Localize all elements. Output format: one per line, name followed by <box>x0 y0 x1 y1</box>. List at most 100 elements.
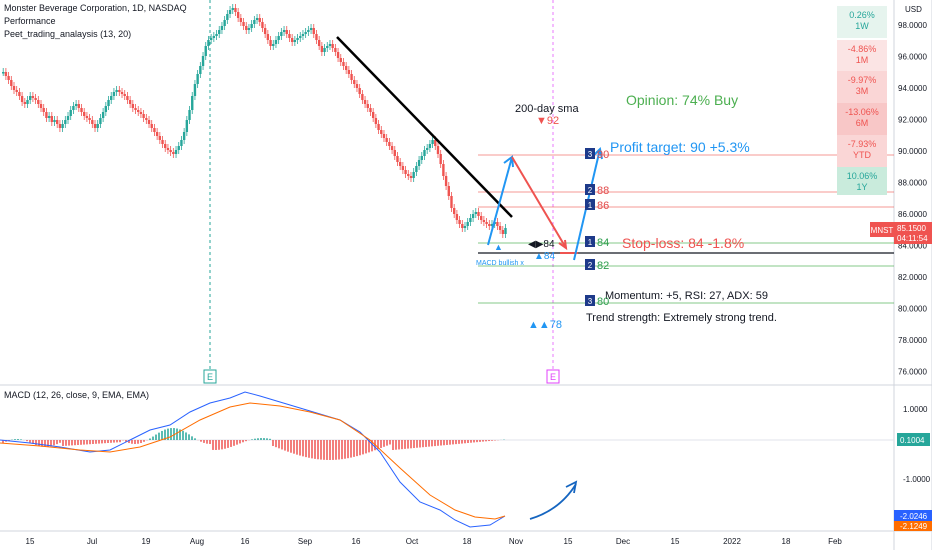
currency-label: USD <box>905 5 922 14</box>
indicator-performance[interactable]: Performance <box>4 16 56 26</box>
macd-bar <box>278 440 280 449</box>
macd-bar <box>200 440 202 442</box>
macd-bar <box>359 440 361 456</box>
candle-body <box>242 22 245 26</box>
candle-body <box>7 76 10 80</box>
macd-title[interactable]: MACD (12, 26, close, 9, EMA, EMA) <box>4 390 150 400</box>
candle-body <box>374 118 378 124</box>
macd-bar <box>215 440 217 450</box>
macd-bar <box>125 440 127 442</box>
candle-body <box>99 118 102 124</box>
candle-body <box>326 46 329 48</box>
candle-body <box>452 208 456 214</box>
candle-body <box>101 112 105 118</box>
macd-hist-value: 0.1004 <box>900 436 925 445</box>
macd-bar <box>191 436 193 440</box>
macd-bar <box>485 440 487 442</box>
macd-bar <box>290 440 292 453</box>
svg-text:2: 2 <box>588 186 593 195</box>
candle-body <box>320 46 324 52</box>
candle-body <box>455 214 459 220</box>
candle-body <box>477 212 480 216</box>
indicator-peet[interactable]: Peet_trading_analaysis (13, 20) <box>4 29 132 39</box>
macd-bar <box>311 440 313 459</box>
macd-bar <box>308 440 310 458</box>
svg-text:3: 3 <box>588 150 593 159</box>
macd-bar <box>92 440 94 444</box>
macd-bar <box>80 440 82 445</box>
candle-body <box>274 40 278 44</box>
perf-cell-ytd: -7.93% YTD <box>837 135 887 167</box>
projection-down-arrow <box>511 156 567 249</box>
candle-body <box>401 166 405 170</box>
candle-body <box>312 28 315 34</box>
candle-body <box>164 144 167 148</box>
candle-body <box>137 110 140 112</box>
macd-bar <box>2 440 4 443</box>
candle-body <box>436 146 440 154</box>
macd-bar <box>323 440 325 460</box>
candle-body <box>77 104 81 108</box>
candle-body <box>161 140 164 144</box>
macd-bar <box>218 440 220 450</box>
price-tick: 78.0000 <box>898 336 927 345</box>
level-box-90: 3 90 <box>585 148 609 161</box>
time-tick: 18 <box>782 537 791 546</box>
price-tick: 82.0000 <box>898 273 927 282</box>
candle-body <box>482 220 486 222</box>
candle-body <box>263 28 267 34</box>
macd-bar <box>368 440 370 453</box>
candle-body <box>474 212 477 214</box>
macd-bar <box>473 440 475 443</box>
candle-body <box>304 32 307 34</box>
candle-body <box>307 30 310 32</box>
candle-body <box>398 162 402 166</box>
candle-body <box>258 18 261 22</box>
price-candles <box>2 4 507 238</box>
candle-body <box>479 216 483 220</box>
macd-bar <box>443 440 445 446</box>
candle-body <box>18 92 21 96</box>
downtrend-line <box>336 36 513 218</box>
macd-bar <box>137 440 139 444</box>
time-tick: Jul <box>87 537 97 546</box>
macd-bar <box>338 440 340 460</box>
macd-bar <box>353 440 355 457</box>
level-box-86: 1 86 <box>585 199 609 212</box>
candle-body <box>282 30 286 32</box>
macd-bar <box>257 438 259 440</box>
candle-body <box>223 20 226 26</box>
macd-line <box>0 391 506 528</box>
candle-body <box>50 116 54 122</box>
candle-body <box>112 92 116 96</box>
candle-body <box>58 124 62 128</box>
candle-body <box>72 106 75 110</box>
candle-body <box>177 146 180 150</box>
candle-body <box>250 24 253 28</box>
macd-bar <box>188 434 190 440</box>
candle-body <box>34 98 37 100</box>
level-box-80: 3 80 <box>585 295 609 308</box>
macd-bar <box>437 440 439 446</box>
macd-bar <box>488 440 490 442</box>
candle-body <box>199 66 202 74</box>
svg-text:1: 1 <box>588 238 593 247</box>
svg-text:84: 84 <box>597 237 609 249</box>
stop-loss-label: Stop-loss: 84 -1.8% <box>622 235 744 251</box>
macd-bar <box>260 438 262 440</box>
current-price: 85.1500 <box>897 224 926 233</box>
macd-bar <box>302 440 304 457</box>
candle-body <box>207 40 210 46</box>
candle-body <box>490 224 494 226</box>
marker-84-label: ◀▶84 <box>528 239 555 250</box>
candle-body <box>315 34 318 40</box>
macd-bar <box>383 440 385 447</box>
candle-body <box>169 150 172 152</box>
macd-bar <box>434 440 436 447</box>
candle-body <box>174 150 178 154</box>
candle-body <box>123 94 126 96</box>
macd-bar <box>32 440 34 444</box>
macd-bar <box>284 440 286 451</box>
candle-body <box>331 44 334 48</box>
